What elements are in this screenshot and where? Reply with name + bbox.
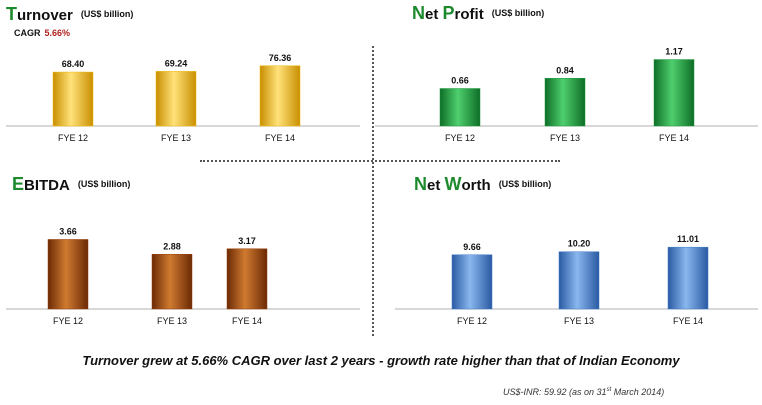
ebitda-title: EBITDA (US$ billion) — [12, 174, 131, 194]
net-profit-value-label: 1.17 — [665, 47, 683, 57]
net-profit-bar — [544, 78, 586, 127]
turnover-value-label: 76.36 — [269, 53, 292, 63]
cagr-label: CAGR 5.66% — [14, 28, 71, 38]
ebitda-bar — [47, 239, 89, 310]
ebitda-value-label: 3.66 — [59, 226, 77, 236]
net-worth-unit: (US$ billion) — [498, 179, 552, 189]
turnover-value-label: 68.40 — [62, 59, 85, 69]
turnover-value-label: 69.24 — [165, 58, 188, 68]
footer-summary: Turnover grew at 5.66% CAGR over last 2 … — [82, 353, 680, 368]
net-profit-value-label: 0.66 — [451, 76, 469, 86]
turnover-bar — [52, 71, 94, 127]
net-worth-tick-label: FYE 12 — [457, 316, 487, 326]
net-worth-value-label: 9.66 — [463, 242, 481, 252]
net-profit-tick-label: FYE 14 — [659, 133, 689, 143]
turnover-tick-label: FYE 13 — [161, 133, 191, 143]
ebitda-bar — [151, 254, 193, 310]
net-profit-tick-label: FYE 13 — [550, 133, 580, 143]
turnover-tick-label: FYE 12 — [58, 133, 88, 143]
net-worth-bar — [558, 251, 600, 310]
exchange-rate-note: US$-INR: 59.92 (as on 31st March 2014) — [503, 387, 665, 397]
cagr-value: 5.66% — [44, 28, 71, 38]
ebitda-unit: (US$ billion) — [77, 179, 131, 189]
net-profit-tick-label: FYE 12 — [445, 133, 475, 143]
turnover-title: Turnover (US$ billion) — [6, 4, 134, 24]
ebitda-tick-label: FYE 13 — [157, 316, 187, 326]
ebitda-bar — [226, 248, 268, 310]
ebitda-value-label: 2.88 — [163, 241, 181, 251]
net-worth-tick-label: FYE 14 — [673, 316, 703, 326]
ebitda-tick-label: FYE 14 — [232, 316, 262, 326]
turnover-bar — [259, 65, 301, 127]
net-worth-bar — [451, 254, 493, 310]
net-profit-bar — [439, 88, 481, 127]
ebitda-value-label: 3.17 — [238, 236, 256, 246]
horizontal-divider — [200, 160, 560, 162]
net-worth-tick-label: FYE 13 — [564, 316, 594, 326]
net-worth-value-label: 11.01 — [677, 234, 699, 244]
ebitda-tick-label: FYE 12 — [53, 316, 83, 326]
turnover-bar — [155, 71, 197, 127]
net-profit-unit: (US$ billion) — [491, 8, 545, 18]
turnover-unit: (US$ billion) — [80, 9, 134, 19]
net-profit-title: Net Profit (US$ billion) — [412, 3, 545, 23]
net-worth-value-label: 10.20 — [568, 239, 591, 249]
vertical-divider — [372, 46, 374, 336]
net-profit-bar — [653, 59, 695, 127]
net-profit-value-label: 0.84 — [556, 65, 574, 75]
turnover-tick-label: FYE 14 — [265, 133, 295, 143]
net-worth-bar — [667, 246, 709, 310]
net-worth-title: Net Worth (US$ billion) — [414, 174, 552, 194]
